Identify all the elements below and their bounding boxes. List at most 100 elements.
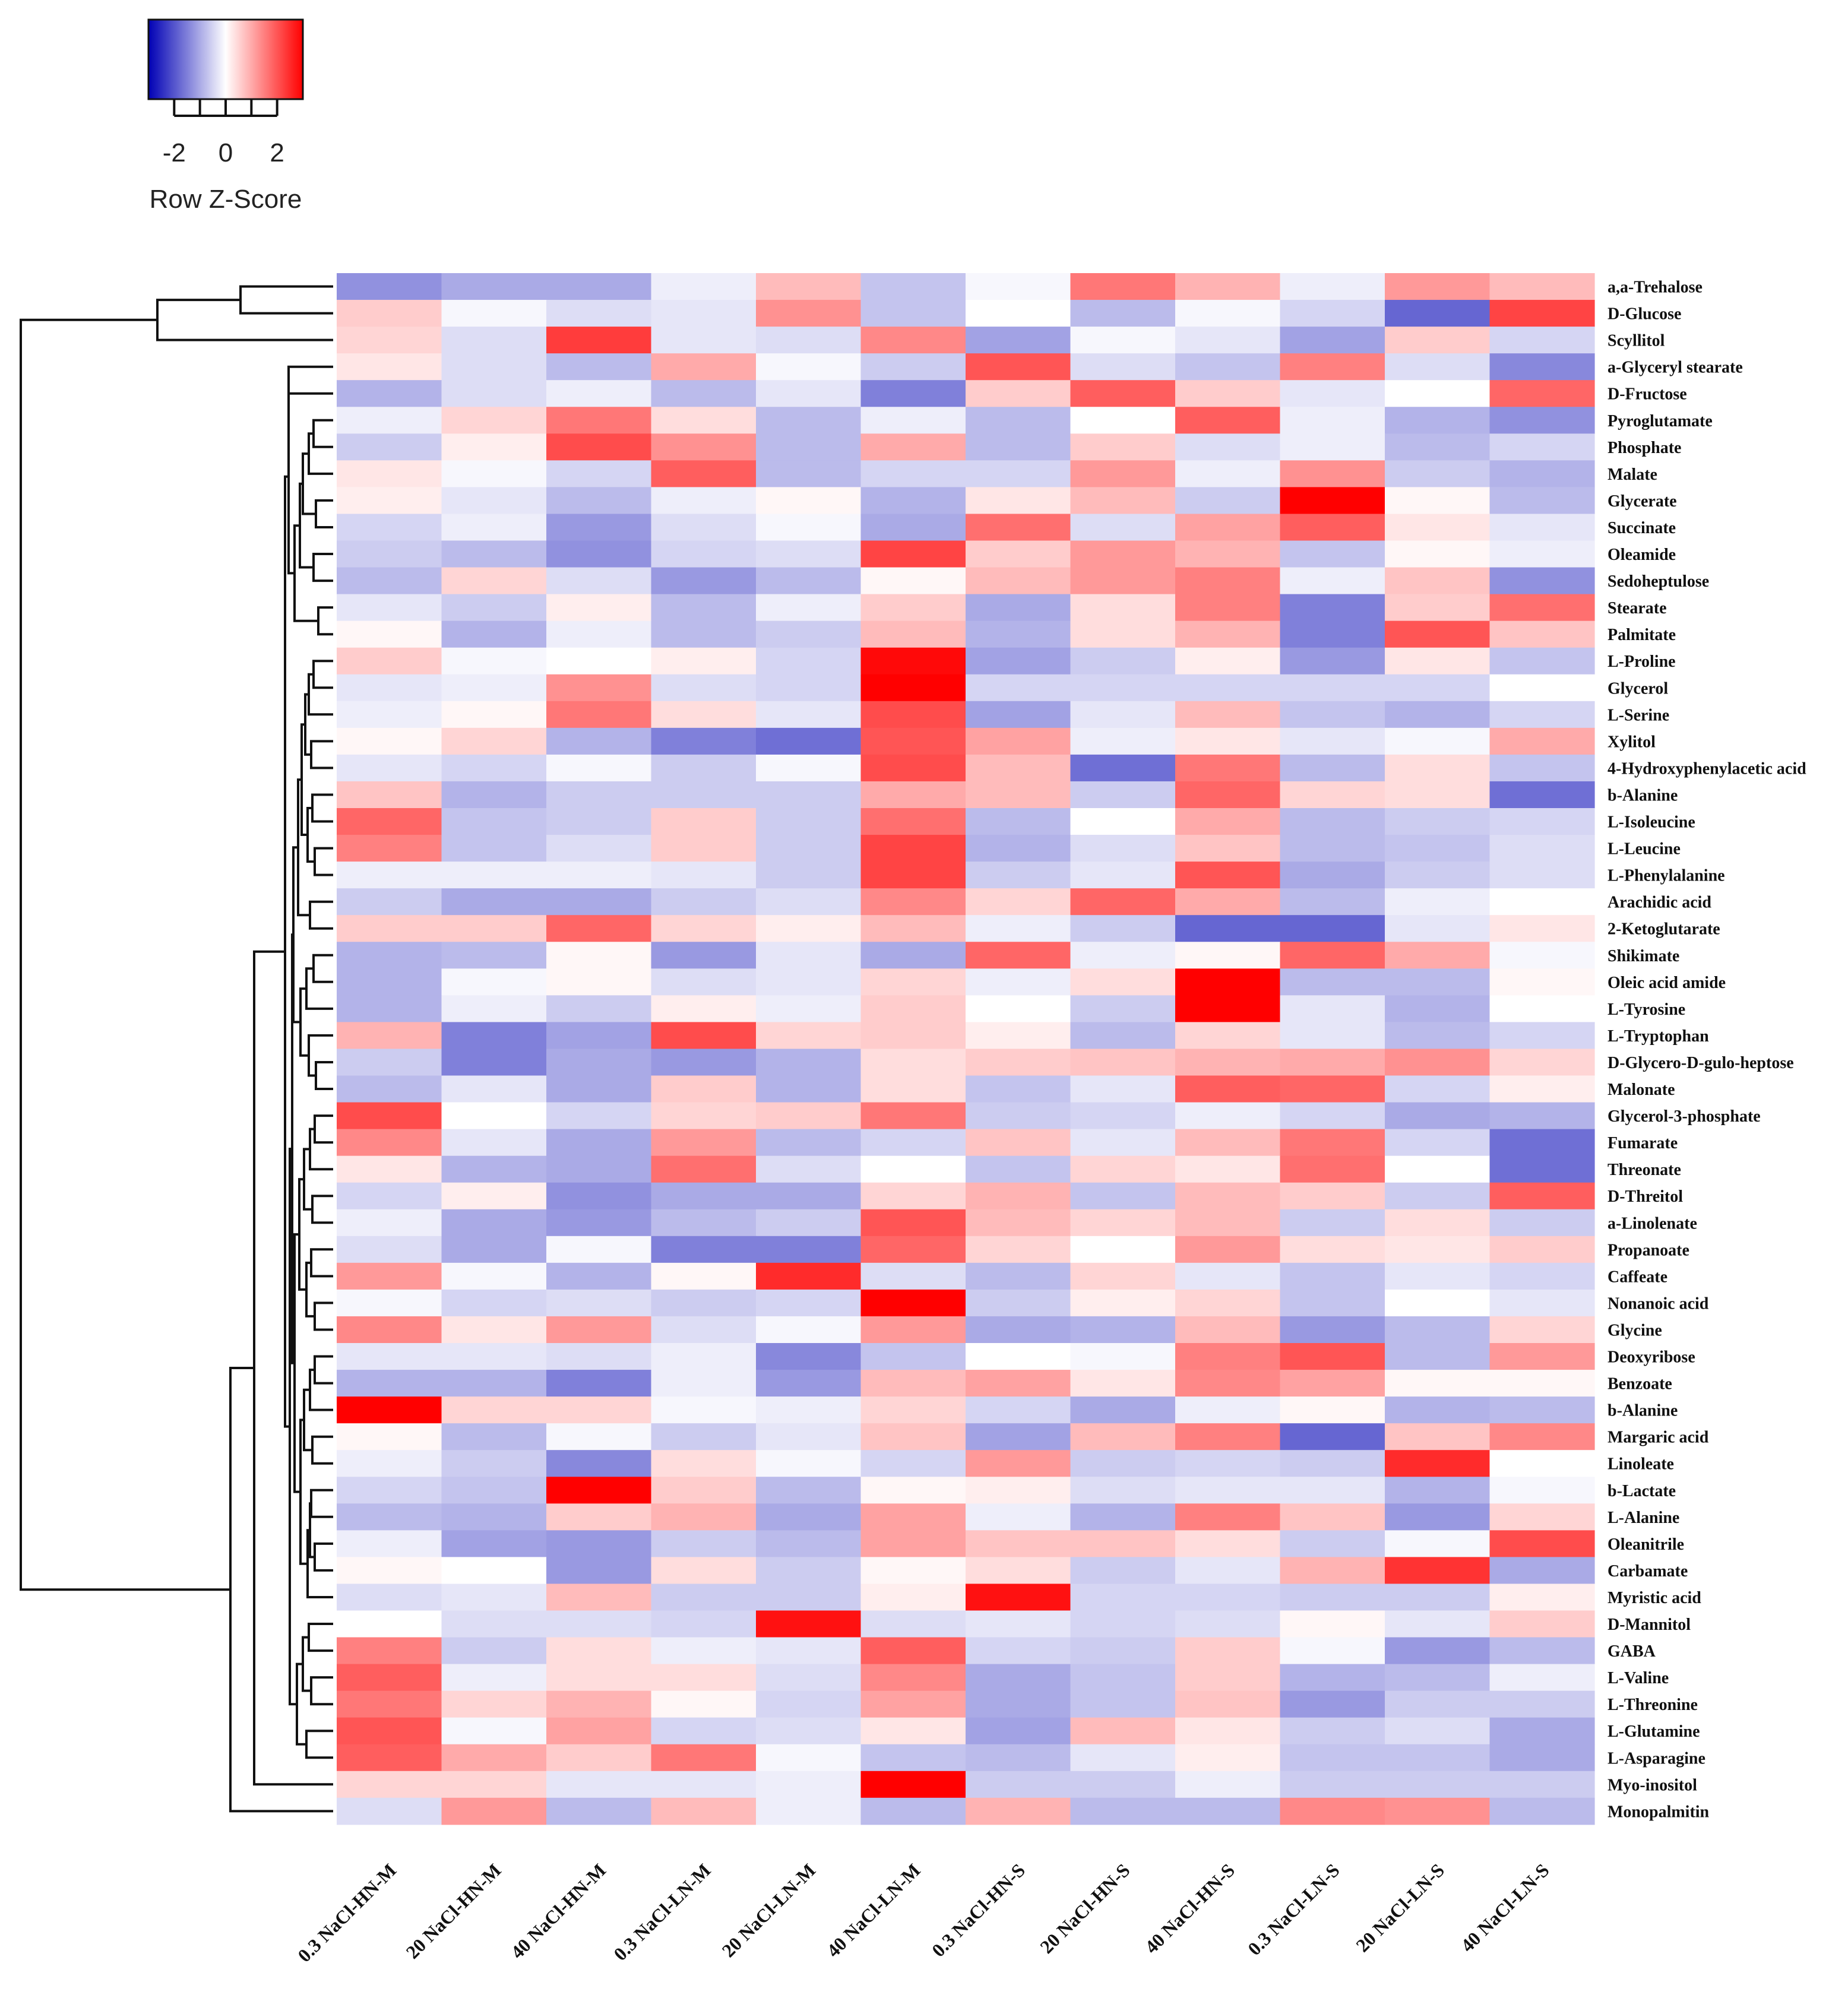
heatmap-cell <box>860 968 966 996</box>
heatmap-cell <box>966 1396 1071 1424</box>
heatmap-cell <box>860 1557 966 1585</box>
heatmap-cell <box>1175 540 1281 568</box>
heatmap-cell <box>1385 995 1491 1022</box>
heatmap-cell <box>546 995 652 1022</box>
heatmap-cell <box>337 754 442 782</box>
heatmap-cell <box>756 273 862 300</box>
row-dendrogram <box>20 285 333 1813</box>
heatmap-cell <box>1280 1155 1385 1183</box>
heatmap-cell <box>546 808 652 835</box>
heatmap-cell <box>756 1717 862 1745</box>
heatmap-cell <box>1280 273 1385 300</box>
heatmap-cell <box>1280 968 1385 996</box>
dendrogram-branches <box>20 285 333 1813</box>
heatmap-cell <box>546 1637 652 1665</box>
heatmap-cell <box>1489 1155 1595 1183</box>
heatmap-cell <box>756 995 862 1022</box>
heatmap-cell <box>546 514 652 541</box>
heatmap-cell <box>337 1236 442 1263</box>
heatmap-cell <box>337 1584 442 1611</box>
heatmap-cell <box>860 300 966 327</box>
heatmap-cell <box>1489 1075 1595 1103</box>
heatmap-cell <box>1280 1289 1385 1317</box>
heatmap-cell <box>651 407 757 434</box>
heatmap-cell <box>1489 1584 1595 1611</box>
heatmap-cell <box>1280 327 1385 354</box>
heatmap-cell <box>1385 460 1491 487</box>
heatmap-cell <box>546 1262 652 1290</box>
heatmap-cell <box>966 1262 1071 1290</box>
heatmap-cell <box>860 1316 966 1344</box>
heatmap-cell <box>1385 1610 1491 1638</box>
heatmap-cell <box>1280 995 1385 1022</box>
heatmap-cell <box>966 968 1071 996</box>
heatmap-cell <box>546 862 652 889</box>
heatmap-cell <box>860 1049 966 1076</box>
heatmap-cell <box>1280 1717 1385 1745</box>
heatmap-cell <box>1489 514 1595 541</box>
heatmap-cell <box>651 1503 757 1531</box>
heatmap-cell <box>860 540 966 568</box>
heatmap-cell <box>337 327 442 354</box>
heatmap-cell <box>546 407 652 434</box>
heatmap-cell <box>337 460 442 487</box>
row-label: Benzoate <box>1607 1375 1672 1394</box>
heatmap-cell <box>1070 1343 1176 1370</box>
heatmap-cell <box>441 1503 547 1531</box>
heatmap-cell <box>1385 1396 1491 1424</box>
heatmap-cell <box>546 620 652 648</box>
heatmap-cell <box>337 1209 442 1237</box>
heatmap-cell <box>966 1129 1071 1157</box>
heatmap-cell <box>1489 300 1595 327</box>
heatmap-cell <box>1385 808 1491 835</box>
heatmap-cell <box>337 407 442 434</box>
heatmap-cell <box>441 460 547 487</box>
heatmap-cell <box>1070 540 1176 568</box>
heatmap-cell <box>756 380 862 407</box>
heatmap-cell <box>1385 1022 1491 1050</box>
heatmap-cell <box>756 888 862 916</box>
heatmap-cell <box>546 433 652 461</box>
heatmap-cell <box>860 862 966 889</box>
heatmap-cell <box>966 1503 1071 1531</box>
heatmap-cell <box>651 540 757 568</box>
heatmap-cell <box>966 1370 1071 1397</box>
color-key-ticks: -2 0 2 <box>163 99 284 167</box>
heatmap-cell <box>651 380 757 407</box>
row-label: GABA <box>1607 1642 1656 1661</box>
heatmap-cell <box>1489 1102 1595 1130</box>
heatmap-cell <box>1280 1343 1385 1370</box>
heatmap-cell <box>337 647 442 675</box>
heatmap-cell <box>860 1503 966 1531</box>
heatmap-cell <box>1489 620 1595 648</box>
color-key: -2 0 2 Row Z-Score <box>147 18 304 214</box>
heatmap-cell <box>441 300 547 327</box>
heatmap-cell <box>546 1102 652 1130</box>
heatmap-cell <box>1070 754 1176 782</box>
heatmap-cell <box>966 1690 1071 1718</box>
heatmap-cell <box>1489 1477 1595 1504</box>
heatmap-cell <box>546 1289 652 1317</box>
heatmap-cell <box>966 888 1071 916</box>
heatmap-cell <box>651 995 757 1022</box>
heatmap-cell <box>966 1664 1071 1692</box>
heatmap-cell <box>1385 1744 1491 1772</box>
heatmap-cell <box>860 647 966 675</box>
heatmap-cell <box>1175 407 1281 434</box>
heatmap-cell <box>1070 1797 1176 1825</box>
heatmap-cell <box>337 1129 442 1157</box>
heatmap-cell <box>651 273 757 300</box>
heatmap-cell <box>651 1343 757 1370</box>
heatmap-cell <box>1385 647 1491 675</box>
heatmap-cell <box>756 620 862 648</box>
heatmap-cell <box>966 1022 1071 1050</box>
heatmap-cell <box>756 1209 862 1237</box>
heatmap-cell <box>1489 594 1595 622</box>
heatmap-cell <box>1385 1690 1491 1718</box>
heatmap-cell <box>441 380 547 407</box>
heatmap-cell <box>337 1316 442 1344</box>
heatmap-cell <box>1175 1129 1281 1157</box>
heatmap-cell <box>1280 754 1385 782</box>
heatmap-cell <box>860 835 966 862</box>
heatmap-cell <box>1489 781 1595 809</box>
